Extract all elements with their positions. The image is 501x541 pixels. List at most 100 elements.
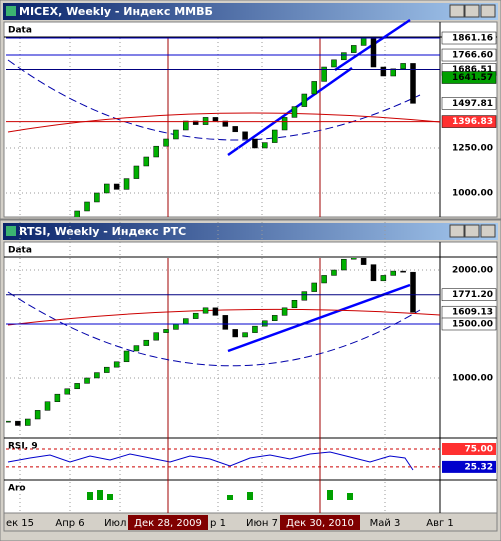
period-separators [167,38,321,513]
candle [84,377,90,384]
candle [370,38,377,68]
candle [380,275,387,282]
window-buttons[interactable] [449,4,496,238]
price-label-box [441,71,497,84]
price-label: 1771.20 [452,290,493,300]
close-button[interactable] [480,4,496,18]
candle [360,258,367,265]
candle [192,312,199,319]
candle [192,120,199,125]
candle [113,361,120,368]
candle [380,66,387,77]
candle [6,420,11,423]
candle [143,339,150,346]
candle [321,66,327,82]
price-label: 1686.51 [452,65,493,75]
candle [331,269,337,276]
price-label-box [441,115,497,128]
minimize-button[interactable] [449,224,465,238]
price-label: 1609.13 [452,308,493,318]
y-tick-label: 1000.00 [452,373,493,383]
candle [350,45,357,53]
window-title: RTSI, Weekly - Индекс РТС [19,225,186,238]
y-tick-label: 1000.00 [452,188,493,198]
window-icon [6,6,16,16]
candle [390,68,396,77]
candle [242,131,248,140]
candle [370,264,377,282]
y-tick-label: 2000.00 [452,266,493,276]
maximize-button[interactable] [464,4,480,18]
date-label: р 1 [210,518,226,529]
candle [341,52,347,61]
close-button[interactable] [480,224,496,238]
candle [44,401,51,411]
price-label-box [441,288,497,301]
candle [341,258,347,271]
candle [25,418,31,426]
candle [163,138,169,147]
candle [123,178,130,190]
chart-area [3,21,498,218]
candle [104,366,110,373]
candle [212,117,219,122]
window-icon [6,226,16,236]
candle [212,307,219,316]
moving-average [7,59,421,141]
candles [74,38,416,217]
candle [291,299,298,309]
panel-label: Data [8,26,32,36]
candle [321,275,327,284]
minimize-button[interactable] [449,4,465,18]
candle [281,117,288,131]
candle [301,93,308,107]
candle [143,156,150,167]
candle [350,258,357,260]
candle [163,329,169,333]
date-label: ек 15 [6,518,34,529]
trend-line [227,66,353,157]
price-label: 1396.83 [452,117,493,127]
indicator-label: RSI, 9 [8,442,38,452]
candle [301,291,308,301]
rsi-line [7,451,414,471]
candle [64,388,71,395]
candle [410,271,416,313]
maximize-button[interactable] [464,224,480,238]
candle [183,318,189,325]
title-bar [3,223,498,240]
date-label: Дек 30, 2010 [286,518,354,529]
candle [232,126,238,133]
candle [400,63,406,70]
price-label: 1766.60 [452,51,493,61]
candle [242,332,248,338]
title-bar [3,3,498,20]
price-label-box [441,48,497,62]
candle [331,59,337,68]
price-label: 1497.81 [452,99,493,109]
date-highlight [128,515,208,530]
price-label: 1641.57 [452,73,493,83]
date-label: Дек 28, 2009 [134,518,202,529]
window-title: MICEX, Weekly - Индекс ММВБ [19,5,213,18]
candle [74,210,80,217]
candle [15,420,21,426]
candle [94,372,100,379]
candle [400,270,406,273]
rsi-label-box [442,443,496,455]
price-label-box [441,97,497,110]
candle [360,38,367,46]
candle [202,307,209,314]
candle [84,201,90,212]
candle [262,142,268,149]
moving-average [7,112,440,133]
candle [34,410,41,420]
candle [262,320,268,327]
candle [104,183,110,194]
candle [133,165,140,179]
candle [222,315,229,330]
date-label: Апр 6 [55,518,84,529]
candle [271,315,278,322]
candle [153,332,159,341]
